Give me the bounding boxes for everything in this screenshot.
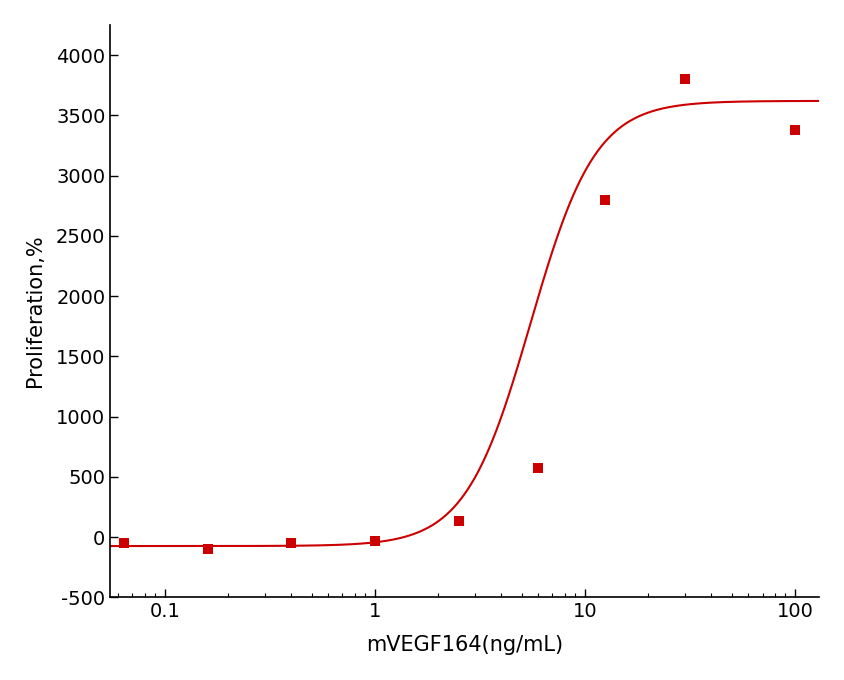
Point (201, 543, 214, 554)
Point (598, 194, 612, 205)
Point (679, 73, 692, 84)
Point (532, 463, 545, 474)
Point (117, 538, 131, 549)
Y-axis label: Proliferation,%: Proliferation,% (25, 235, 45, 388)
Point (452, 516, 465, 527)
Point (284, 538, 298, 549)
Point (788, 124, 802, 135)
X-axis label: mVEGF164(ng/mL): mVEGF164(ng/mL) (366, 635, 563, 655)
Point (368, 535, 381, 546)
